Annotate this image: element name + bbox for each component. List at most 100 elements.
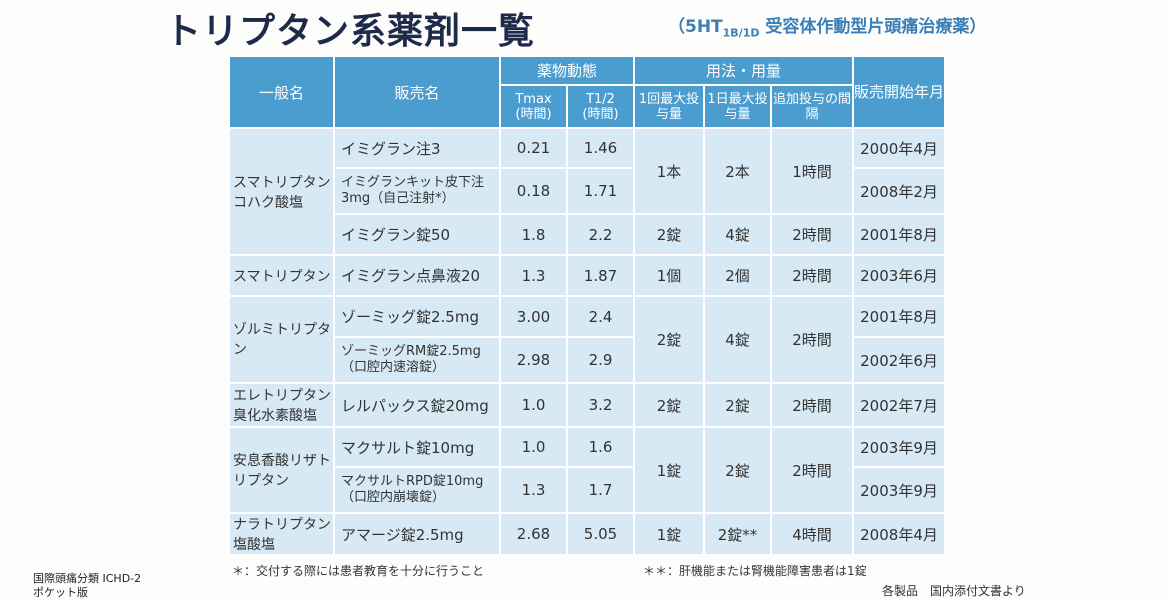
- brand-name-cell: イミグラン錠50: [333, 213, 501, 256]
- table-row: イミグラン錠50 1.8 2.2 2錠 4錠 2時間 2001年8月: [229, 213, 946, 256]
- maxday-cell: 4錠: [703, 213, 772, 256]
- generic-name-cell: ナラトリプタン塩酸塩: [228, 512, 335, 556]
- max1-cell: 1錠: [633, 512, 705, 556]
- max1-cell: 2錠: [633, 295, 705, 384]
- header-launch: 販売開始年月: [852, 55, 946, 129]
- maxday-cell: 2個: [703, 254, 772, 297]
- table-row: 安息香酸リザトリプタン マクサルト錠10mg 1.0 1.6 1錠 2錠 2時間…: [228, 426, 946, 514]
- tmax-cell: 3.00: [499, 295, 568, 338]
- launch-cell: 2003年6月: [852, 254, 946, 297]
- page-title: トリプタン系薬剤一覧: [165, 11, 536, 52]
- header-tmax-label: Tmax: [515, 91, 552, 107]
- brand-name-cell: イミグランキット皮下注3mg（自己注射*）: [333, 167, 501, 215]
- book-reference: 国際頭痛分類 ICHD-2 ポケット版: [33, 572, 141, 600]
- max1-cell: 1本: [633, 127, 705, 215]
- brand-name-cell: マクサルト錠10mg: [333, 426, 501, 468]
- max1-cell: 1個: [633, 254, 705, 297]
- maxday-cell: 2錠: [703, 382, 772, 428]
- brand-name-cell: イミグラン点鼻液20: [333, 254, 501, 297]
- thalf-cell: 1.46: [566, 127, 635, 169]
- tmax-cell: 1.3: [499, 254, 568, 297]
- table-row: イミグランキット皮下注3mg（自己注射*） 0.18 1.71 2008年2月: [229, 167, 946, 215]
- header-pk: 薬物動態: [499, 55, 635, 86]
- brand-name-cell: アマージ錠2.5mg: [333, 512, 501, 556]
- launch-cell: 2001年8月: [852, 295, 946, 338]
- header-tmax: Tmax (時間): [499, 84, 568, 129]
- tmax-cell: 1.8: [499, 213, 568, 256]
- brand-name-cell: ゾーミッグRM錠2.5mg（口腔内速溶錠）: [333, 336, 501, 384]
- brand-name-cell: ゾーミッグ錠2.5mg: [333, 295, 501, 338]
- launch-cell: 2003年9月: [852, 426, 946, 468]
- tmax-cell: 1.0: [499, 382, 568, 428]
- tmax-cell: 0.21: [499, 127, 568, 169]
- footnote-renal-hepatic: ＊＊：肝機能または腎機能障害患者は1錠: [643, 564, 867, 578]
- generic-name-cell: エレトリプタン臭化水素酸塩: [228, 382, 335, 428]
- table-row: スマトリプタンコハク酸塩 イミグラン注3 0.21 1.46 1本 2本 1時間…: [228, 127, 946, 256]
- header-thalf-label: T1/2: [586, 91, 615, 107]
- generic-name-cell: 安息香酸リザトリプタン: [228, 426, 335, 514]
- thalf-cell: 5.05: [566, 512, 635, 556]
- book-edition: ポケット版: [33, 586, 88, 599]
- thalf-cell: 2.4: [566, 295, 635, 338]
- maxday-cell: 4錠: [703, 295, 772, 384]
- thalf-cell: 2.2: [566, 213, 635, 256]
- table-row: ナラトリプタン塩酸塩 アマージ錠2.5mg 2.68 5.05 1錠 2錠** …: [228, 512, 946, 556]
- interval-cell: 2時間: [770, 295, 854, 384]
- header-brand: 販売名: [333, 55, 501, 129]
- table-row: ゾーミッグRM錠2.5mg（口腔内速溶錠） 2.98 2.9 2002年6月: [229, 336, 946, 384]
- table-row: スマトリプタン イミグラン点鼻液20 1.3 1.87 1個 2個 2時間 20…: [228, 254, 946, 297]
- max1-cell: 2錠: [633, 382, 705, 428]
- launch-cell: 2002年7月: [852, 382, 946, 428]
- page-subtitle: （5HT1B/1D 受容体作動型片頭痛治療薬）: [668, 12, 986, 39]
- launch-cell: 2003年9月: [852, 466, 946, 514]
- tmax-cell: 1.3: [499, 466, 568, 514]
- thalf-cell: 1.71: [566, 167, 635, 215]
- header-thalf: T1/2 (時間): [566, 84, 635, 129]
- interval-cell: 2時間: [770, 254, 854, 297]
- generic-name-cell: ゾルミトリプタン: [228, 295, 335, 384]
- brand-name-cell: イミグラン注3: [333, 127, 501, 169]
- interval-cell: 2時間: [770, 213, 854, 256]
- table-row: ゾルミトリプタン ゾーミッグ錠2.5mg 3.00 2.4 2錠 4錠 2時間 …: [228, 295, 946, 384]
- tmax-cell: 2.68: [499, 512, 568, 556]
- header-tmax-unit: (時間): [515, 106, 552, 122]
- brand-name-cell: レルパックス錠20mg: [333, 382, 501, 428]
- subtitle-sub: 1B/1D: [722, 26, 760, 40]
- tmax-cell: 1.0: [499, 426, 568, 468]
- header-max1: 1回最大投与量: [633, 84, 705, 129]
- subtitle-post: 受容体作動型片頭痛治療薬）: [759, 17, 987, 37]
- maxday-cell: 2本: [703, 127, 772, 215]
- header-usage: 用法・用量: [633, 55, 854, 86]
- thalf-cell: 1.6: [566, 426, 635, 468]
- launch-cell: 2008年4月: [852, 512, 946, 556]
- book-title: 国際頭痛分類 ICHD-2: [33, 572, 142, 585]
- table-row: マクサルトRPD錠10mg（口腔内崩壊錠） 1.3 1.7 2003年9月: [229, 466, 946, 514]
- maxday-cell: 2錠: [703, 426, 772, 514]
- table-row: エレトリプタン臭化水素酸塩 レルパックス錠20mg 1.0 3.2 2錠 2錠 …: [228, 382, 946, 428]
- thalf-cell: 1.7: [566, 466, 635, 514]
- launch-cell: 2001年8月: [852, 213, 946, 256]
- tmax-cell: 2.98: [499, 336, 568, 384]
- launch-cell: 2000年4月: [852, 127, 946, 169]
- launch-cell: 2002年6月: [852, 336, 946, 384]
- footnote-self-injection: ＊：交付する際には患者教育を十分に行うこと: [232, 564, 485, 578]
- generic-name-cell: スマトリプタン: [228, 254, 335, 297]
- header-thalf-unit: (時間): [582, 106, 619, 122]
- interval-cell: 1時間: [770, 127, 854, 215]
- thalf-cell: 2.9: [566, 336, 635, 384]
- interval-cell: 2時間: [770, 382, 854, 428]
- header-generic: 一般名: [228, 55, 335, 129]
- thalf-cell: 1.87: [566, 254, 635, 297]
- thalf-cell: 3.2: [566, 382, 635, 428]
- subtitle-pre: （5HT: [668, 17, 723, 37]
- maxday-cell: 2錠**: [703, 512, 772, 556]
- header-interval: 追加投与の間隔: [770, 84, 854, 129]
- launch-cell: 2008年2月: [852, 167, 946, 215]
- brand-name-cell: マクサルトRPD錠10mg（口腔内崩壊錠）: [333, 466, 501, 514]
- interval-cell: 2時間: [770, 426, 854, 514]
- interval-cell: 4時間: [770, 512, 854, 556]
- tmax-cell: 0.18: [499, 167, 568, 215]
- source-note: 各製品 国内添付文書より: [882, 584, 1026, 598]
- max1-cell: 1錠: [633, 426, 705, 514]
- generic-name-cell: スマトリプタンコハク酸塩: [228, 127, 335, 256]
